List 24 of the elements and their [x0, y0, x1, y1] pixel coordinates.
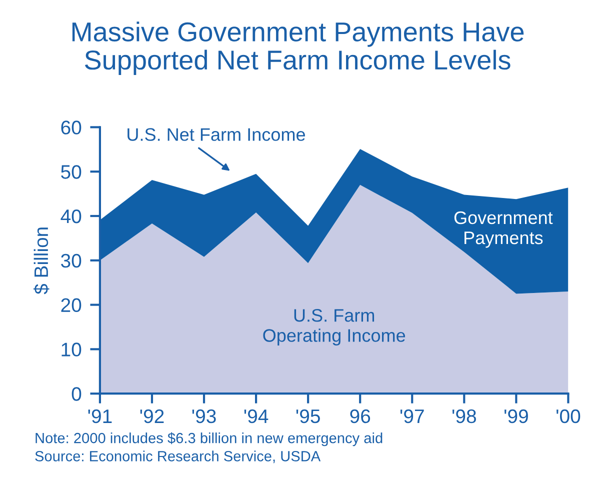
y-tick-label: 0	[72, 387, 82, 401]
x-tick-label: '95	[296, 409, 320, 424]
y-axis-title: $ Billion	[34, 228, 50, 294]
x-tick-label: '93	[192, 409, 216, 424]
x-tick-label: '92	[140, 409, 164, 424]
x-tick-label: 96	[350, 409, 370, 424]
text: Note: 2000 includes $6.3 billion in new emergency aid	[36, 432, 382, 446]
y-tick-label: 60	[61, 120, 82, 134]
x-tick-label: '99	[504, 409, 528, 424]
x-tick-label: '94	[244, 409, 268, 424]
chart-title: Massive Government Payments Have Supported Net Farm Income Levels	[72, 22, 524, 76]
series-label: Government Payments	[454, 211, 553, 248]
x-tick-label: '91	[88, 409, 112, 424]
x-tick-label: '00	[556, 409, 580, 424]
source-note: Source: Economic Research Service, USDA	[35, 450, 321, 464]
annotation: U.S. Net Farm Income	[128, 128, 305, 141]
y-tick-label: 20	[61, 298, 82, 312]
x-tick-label: '97	[400, 409, 424, 424]
y-tick-label: 10	[62, 342, 82, 356]
series-label: U.S. Farm Operating Income	[263, 309, 406, 346]
x-tick-label: '98	[452, 409, 476, 424]
y-tick-label: 40	[60, 209, 82, 224]
y-tick-label: 50	[61, 165, 82, 179]
y-tick-label: 30	[61, 254, 82, 268]
